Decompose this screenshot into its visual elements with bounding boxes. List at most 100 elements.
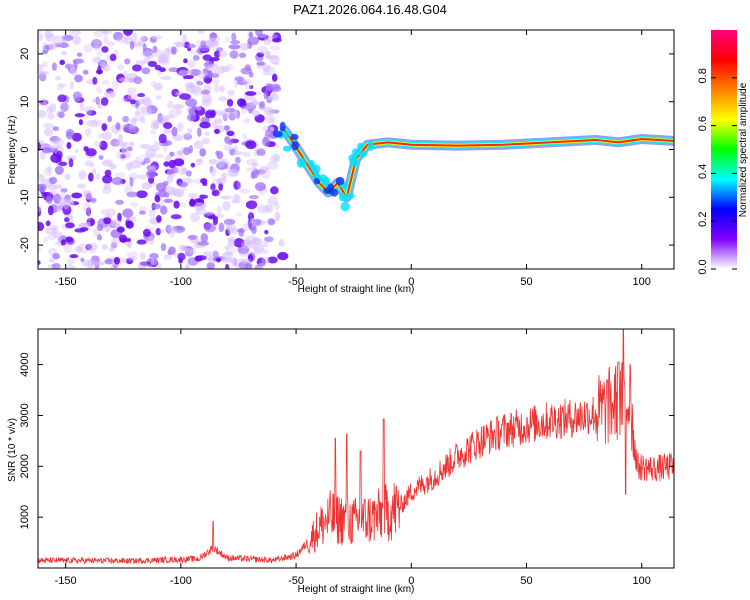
noise-blob [148,236,155,245]
ridge-blob [283,130,291,139]
noise-blob [157,113,163,123]
noise-blob [217,158,225,169]
noise-blob [65,222,75,229]
noise-blob [228,44,241,50]
noise-blob [216,111,226,116]
noise-blob [69,30,81,36]
noise-blob [84,128,92,137]
ridge-blob [348,153,358,163]
noise-blob [133,113,145,122]
ridge-blob [311,164,321,174]
noise-blob [260,248,270,255]
noise-blob [254,265,264,269]
noise-blob [132,64,142,72]
noise-blob [52,126,59,131]
noise-blob [262,241,269,248]
noise-blob [234,193,241,201]
noise-blob [254,236,260,245]
noise-blob [242,223,250,232]
noise-blob [218,222,225,233]
noise-blob [251,226,257,235]
noise-blob [62,38,67,44]
ridge-blob [340,201,350,212]
noise-blob [126,191,138,198]
noise-blob [77,183,86,189]
noise-blob [116,226,125,233]
spectrogram-x-tick-label: -50 [288,276,304,288]
spectrogram-x-axis: -150 -100 -50 0 50 100 [55,30,651,288]
noise-blob [270,83,281,90]
noise-blob [221,257,234,263]
noise-blob [47,205,54,216]
noise-blob [188,199,196,207]
noise-blob [103,183,112,191]
noise-blob [90,39,102,49]
noise-blob [91,39,103,45]
noise-blob [136,239,147,245]
noise-blob [167,225,178,234]
figure-title: PAZ1.2026.064.16.48.G04 [293,2,447,17]
noise-blob [245,158,258,166]
ridge-blob [290,133,299,141]
ridge-blob [367,141,375,151]
noise-blob [199,121,211,129]
noise-blob [81,189,88,197]
noise-blob [187,128,193,135]
noise-blob [132,43,141,49]
noise-blob [38,63,44,73]
ridge-blob [335,176,345,186]
noise-blob [58,161,68,167]
noise-blob [225,228,231,237]
noise-blob [250,171,256,180]
noise-blob [111,237,120,246]
noise-blob [98,155,104,160]
noise-blob [127,241,132,249]
noise-blob [45,195,53,204]
noise-blob [223,144,232,152]
snr-y-tick-label: 3000 [19,403,31,427]
noise-blob [179,93,191,100]
noise-blob [236,80,248,86]
noise-blob [104,169,112,177]
noise-blob [106,208,116,217]
noise-blob [48,190,59,195]
noise-blob [200,178,208,184]
noise-blob [66,142,72,150]
noise-blob [101,46,109,53]
noise-blob [165,224,172,234]
noise-blob [239,252,250,258]
noise-blob [223,125,230,131]
noise-blob [124,152,132,159]
ridge-blob [279,121,286,132]
noise-blob [210,57,220,62]
noise-blob [267,218,276,226]
noise-blob [173,188,185,198]
noise-blob [201,98,212,107]
ridge-blob [344,192,355,200]
noise-blob [74,148,79,154]
noise-blob [153,82,163,91]
noise-blob [129,99,136,105]
spectrogram-noise-region [38,30,289,269]
noise-blob [204,131,211,137]
noise-blob [43,236,49,244]
noise-blob [47,165,52,174]
snr-panel: -150 -100 -50 0 50 100 1000 2000 3000 4000 Heigh… [7,328,675,595]
noise-blob [38,98,48,106]
noise-blob [152,45,158,54]
noise-blob [127,256,138,261]
noise-blob [242,132,248,141]
noise-blob [109,245,115,252]
snr-y-tick-label: 2000 [19,454,31,478]
noise-blob [200,233,209,243]
noise-blob [262,64,272,72]
noise-blob [237,181,242,190]
noise-blob [65,128,75,137]
noise-blob [53,35,64,46]
noise-blob [224,245,230,251]
noise-blob [263,107,275,116]
noise-blob [245,91,257,96]
noise-blob [209,166,214,174]
noise-blob [69,80,75,90]
noise-blob [151,203,161,210]
